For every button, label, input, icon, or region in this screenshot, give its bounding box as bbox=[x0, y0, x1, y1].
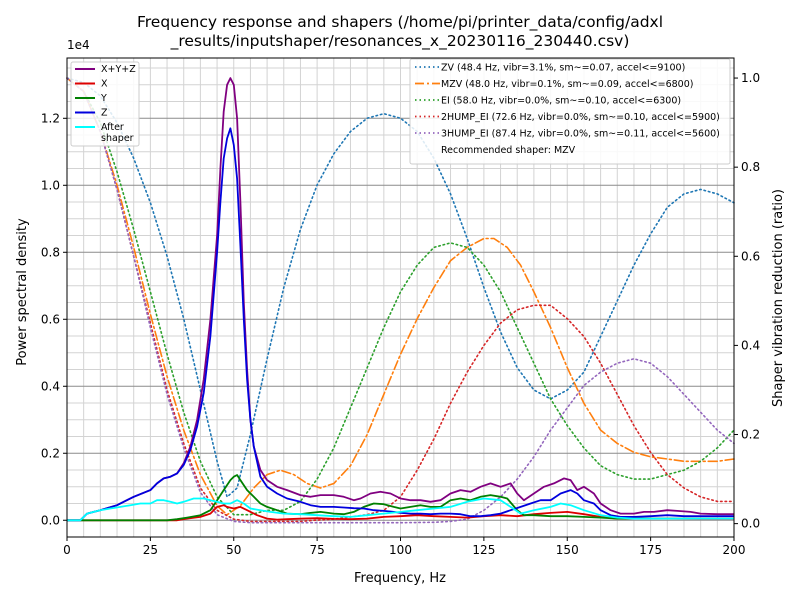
y-tick-label: 1.0 bbox=[41, 178, 60, 192]
y2-tick-label: 0.8 bbox=[741, 160, 760, 174]
y2-tick-label: 0.4 bbox=[741, 338, 760, 352]
psd-legend-label: Z bbox=[101, 108, 108, 119]
x-tick-label: 175 bbox=[639, 543, 662, 557]
y2-axis-label: Shaper vibration reduction (ratio) bbox=[771, 189, 786, 407]
shaper-legend-box bbox=[409, 58, 731, 165]
y2-tick-label: 0.0 bbox=[741, 517, 760, 531]
shaper-legend-label: ZV (48.4 Hz, vibr=3.1%, sm~=0.07, accel<… bbox=[441, 63, 685, 74]
psd-legend: X+Y+Z XYZ After shaper bbox=[70, 61, 140, 147]
psd-line-1 bbox=[67, 504, 734, 522]
shaper-line-1 bbox=[66, 77, 735, 516]
y-tick-label: 1.2 bbox=[41, 111, 60, 125]
shaper-line-4 bbox=[66, 77, 735, 524]
recommended-shaper-text: Recommended shaper: MZV bbox=[441, 145, 576, 156]
y2-tick-label: 0.2 bbox=[741, 428, 760, 442]
psd-curves bbox=[67, 77, 734, 522]
psd-legend-label: X bbox=[101, 79, 108, 90]
y-tick-label: 0.2 bbox=[41, 446, 60, 460]
y-axis-label: Power spectral density bbox=[15, 218, 30, 366]
shaper-curves bbox=[66, 77, 735, 524]
x-tick-label: 75 bbox=[309, 543, 324, 557]
y2-tick-label: 0.6 bbox=[741, 249, 760, 263]
y-tick-label: 0.0 bbox=[41, 513, 60, 527]
psd-line-0 bbox=[67, 77, 734, 522]
shaper-legend-label: 2HUMP_EI (72.6 Hz, vibr=0.0%, sm~=0.10, … bbox=[441, 112, 720, 123]
x-tick-label: 100 bbox=[389, 543, 412, 557]
y-tick-label: 0.4 bbox=[41, 379, 60, 393]
shaper-legend-label: EI (58.0 Hz, vibr=0.0%, sm~=0.10, accel<… bbox=[441, 96, 681, 107]
shaper-legend: ZV (48.4 Hz, vibr=3.1%, sm~=0.07, accel<… bbox=[409, 58, 731, 165]
chart-title-line2: _results/inputshaper/resonances_x_202301… bbox=[170, 32, 630, 51]
x-tick-label: 50 bbox=[226, 543, 241, 557]
x-tick-label: 25 bbox=[143, 543, 158, 557]
y-tick-label: 0.8 bbox=[41, 245, 60, 259]
x-axis-label: Frequency, Hz bbox=[354, 571, 446, 586]
shaper-line-3 bbox=[66, 77, 735, 523]
y2-tick-label: 1.0 bbox=[741, 71, 760, 85]
x-tick-label: 200 bbox=[723, 543, 746, 557]
psd-legend-label: X+Y+Z bbox=[101, 64, 136, 75]
shaper-legend-label: MZV (48.0 Hz, vibr=0.1%, sm~=0.09, accel… bbox=[441, 79, 693, 90]
y-offset-text: 1e4 bbox=[67, 38, 90, 52]
shaper-legend-label: 3HUMP_EI (87.4 Hz, vibr=0.0%, sm~=0.11, … bbox=[441, 129, 720, 140]
x-tick-label: 125 bbox=[472, 543, 495, 557]
x-tick-label: 150 bbox=[556, 543, 579, 557]
chart-title-line1: Frequency response and shapers (/home/pi… bbox=[137, 13, 663, 32]
psd-legend-label: After shaper bbox=[101, 122, 134, 144]
shaper-line-2 bbox=[66, 77, 735, 516]
psd-line-2 bbox=[67, 474, 734, 522]
psd-legend-label: Y bbox=[100, 93, 107, 104]
x-tick-label: 0 bbox=[63, 543, 71, 557]
shaper-line-0 bbox=[66, 77, 735, 499]
y-tick-label: 0.6 bbox=[41, 312, 60, 326]
axes: 0 25 50 75 100 125 150 175 200 0.0 0.2 0.4 0.6 0.8 1.0… bbox=[41, 57, 760, 557]
psd-line-4 bbox=[67, 497, 734, 522]
psd-line-3 bbox=[67, 127, 734, 522]
